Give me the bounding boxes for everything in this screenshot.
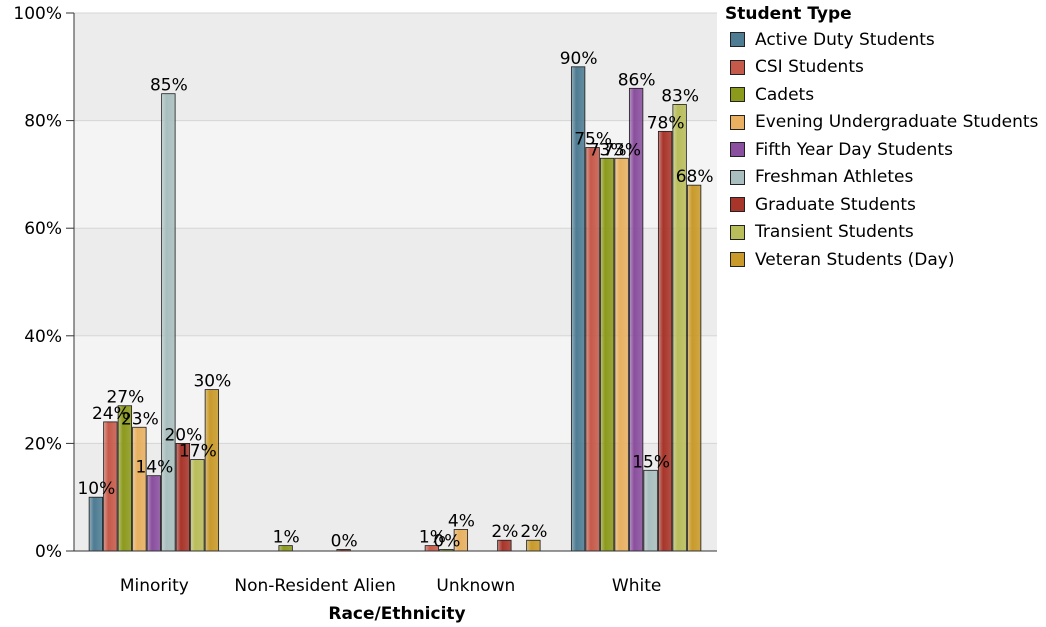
legend-item: Transient Students xyxy=(725,219,1038,247)
y-tick-label: 40% xyxy=(24,327,62,347)
bar-value-label: 14% xyxy=(135,458,173,478)
legend-label: CSI Students xyxy=(755,57,864,77)
y-tick-label: 60% xyxy=(24,219,62,239)
bar xyxy=(600,158,614,551)
bar-value-label: 0% xyxy=(433,532,460,552)
y-tick-label: 20% xyxy=(24,434,62,454)
bar xyxy=(147,476,161,551)
legend-item: Freshman Athletes xyxy=(725,164,1038,192)
legend-item: Active Duty Students xyxy=(725,26,1038,54)
bar-value-label: 2% xyxy=(491,522,518,542)
bar-value-label: 23% xyxy=(121,409,159,429)
bar xyxy=(89,497,103,551)
bar xyxy=(205,390,219,551)
bar-value-label: 15% xyxy=(632,452,670,472)
legend-item: Veteran Students (Day) xyxy=(725,246,1038,274)
y-tick-label: 100% xyxy=(13,4,62,24)
legend-item: Fifth Year Day Students xyxy=(725,136,1038,164)
legend-swatch xyxy=(730,87,745,102)
legend-swatch xyxy=(730,142,745,157)
legend-swatch xyxy=(730,60,745,75)
bar-value-label: 85% xyxy=(150,76,188,96)
bar xyxy=(133,427,147,551)
bar-value-label: 78% xyxy=(647,113,685,133)
legend-items: Active Duty Students CSI Students Cadets Ev… xyxy=(725,26,1038,274)
bar-value-label: 4% xyxy=(448,511,475,531)
bar xyxy=(615,158,629,551)
legend-swatch xyxy=(730,32,745,47)
x-tick-label: Unknown xyxy=(436,576,515,596)
bar xyxy=(658,131,672,551)
bar-value-label: 86% xyxy=(618,70,656,90)
bar-value-label: 1% xyxy=(273,528,300,548)
bar-value-label: 30% xyxy=(193,372,231,392)
legend-label: Fifth Year Day Students xyxy=(755,140,953,160)
legend-swatch xyxy=(730,197,745,212)
legend-item: Evening Undergraduate Students xyxy=(725,109,1038,137)
legend-swatch xyxy=(730,252,745,267)
legend-swatch xyxy=(730,225,745,240)
legend-item: Graduate Students xyxy=(725,191,1038,219)
bar-value-label: 83% xyxy=(661,86,699,106)
bar xyxy=(162,94,176,551)
bar xyxy=(644,470,658,551)
legend: Student Type Active Duty Students CSI Stu… xyxy=(725,2,1038,274)
bar-value-label: 73% xyxy=(603,140,641,160)
legend-label: Freshman Athletes xyxy=(755,167,913,187)
bar-value-label: 17% xyxy=(179,442,217,462)
bar xyxy=(191,460,205,551)
bar-value-label: 0% xyxy=(331,532,358,552)
legend-label: Graduate Students xyxy=(755,195,916,215)
y-tick-label: 80% xyxy=(24,112,62,132)
legend-label: Transient Students xyxy=(755,222,914,242)
legend-item: CSI Students xyxy=(725,54,1038,82)
x-tick-label: Non-Resident Alien xyxy=(234,576,396,596)
x-axis-title: Race/Ethnicity xyxy=(328,604,465,624)
x-tick-label: White xyxy=(612,576,661,596)
bar xyxy=(687,185,701,551)
bar-value-label: 2% xyxy=(520,522,547,542)
legend-title: Student Type xyxy=(725,2,1038,26)
legend-label: Active Duty Students xyxy=(755,30,935,50)
y-tick-label: 0% xyxy=(35,542,62,562)
bar-value-label: 68% xyxy=(676,167,714,187)
legend-label: Cadets xyxy=(755,85,814,105)
bar-value-label: 10% xyxy=(77,479,115,499)
legend-swatch xyxy=(730,170,745,185)
legend-label: Evening Undergraduate Students xyxy=(755,112,1038,132)
legend-swatch xyxy=(730,115,745,130)
bar-value-label: 27% xyxy=(106,388,144,408)
bar xyxy=(586,148,600,552)
x-tick-label: Minority xyxy=(120,576,189,596)
legend-label: Veteran Students (Day) xyxy=(755,250,955,270)
legend-item: Cadets xyxy=(725,81,1038,109)
bar-value-label: 90% xyxy=(560,49,598,69)
